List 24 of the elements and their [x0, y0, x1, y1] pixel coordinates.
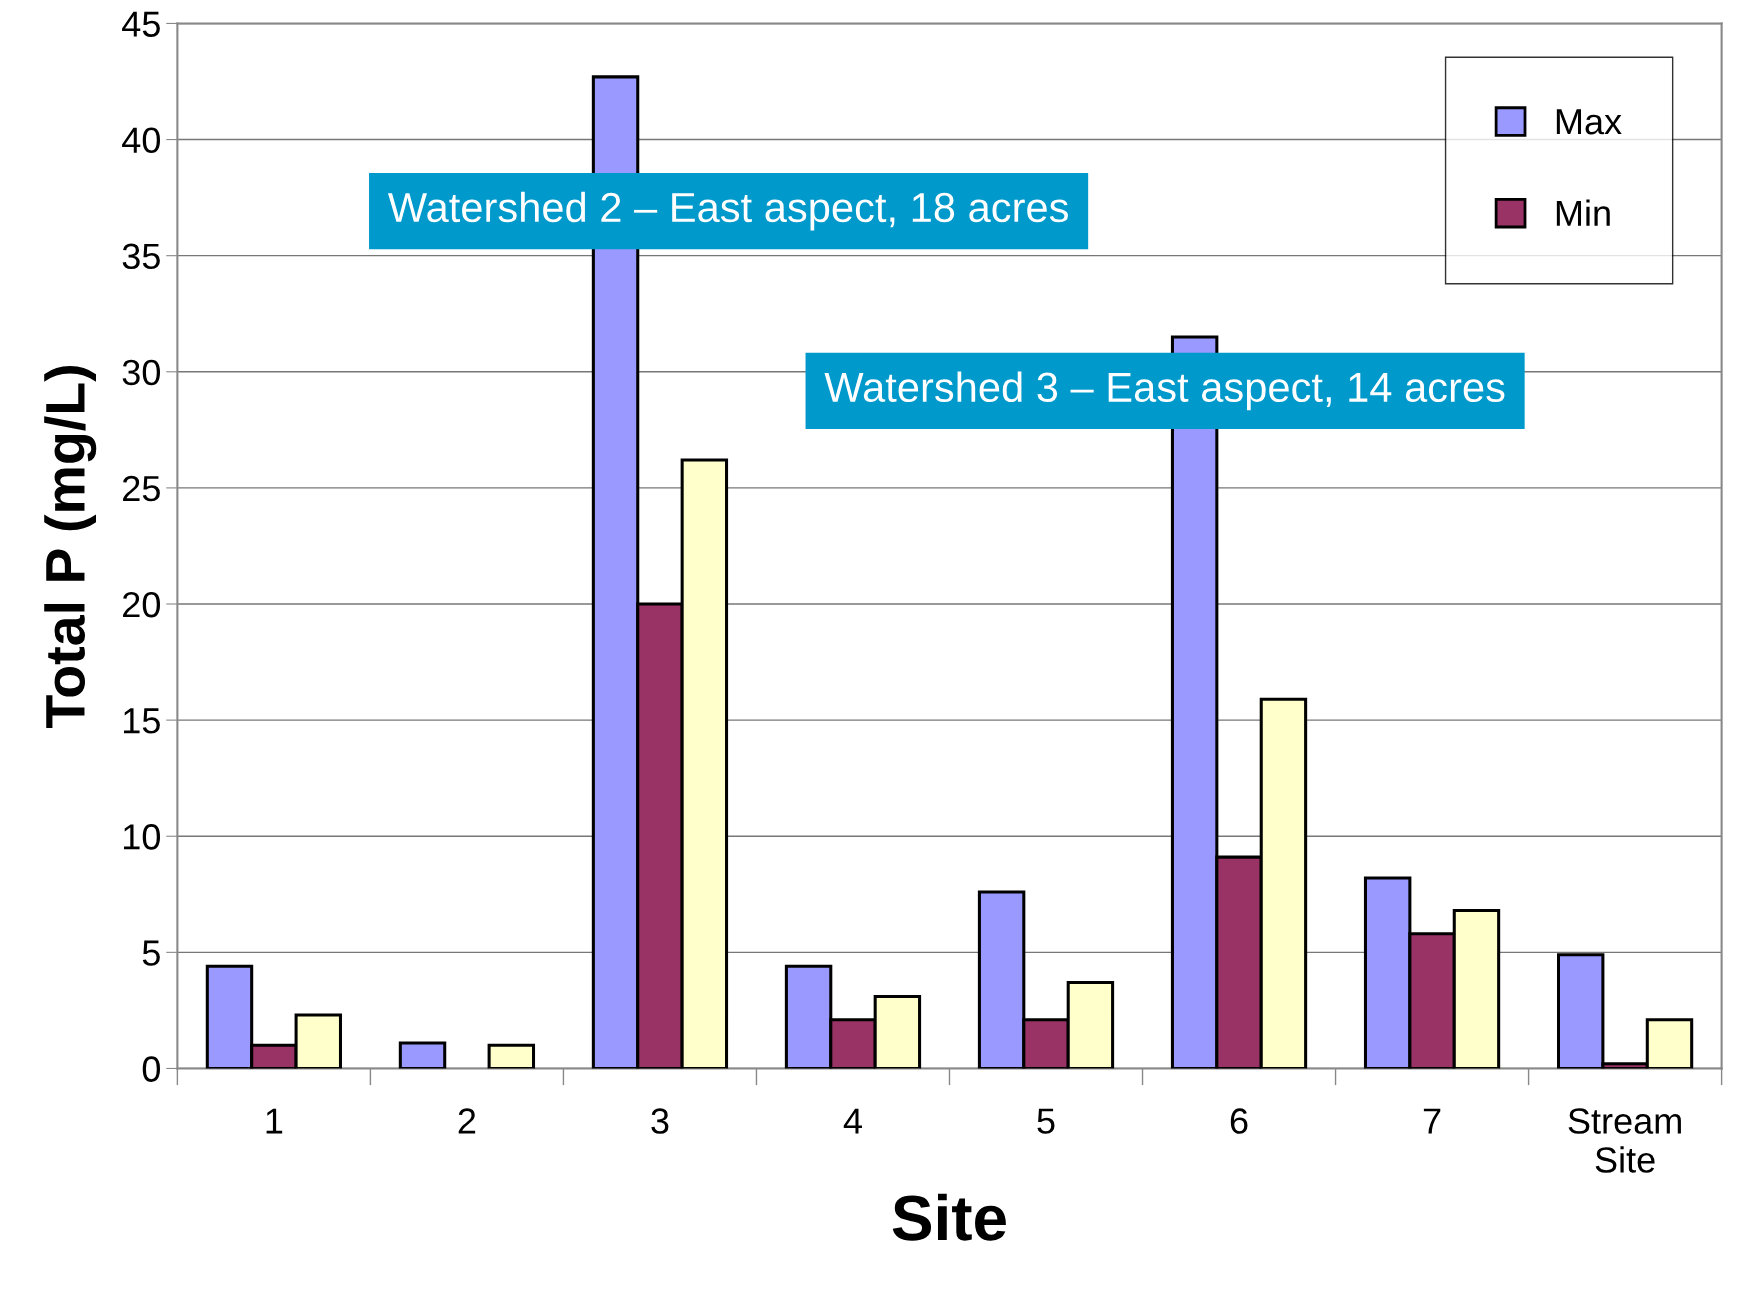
x-tick-label: 4	[843, 1108, 862, 1134]
annotation: Watershed 3 – East aspect, 14 acres	[824, 371, 1505, 411]
x-tick-label: 5	[1037, 1108, 1055, 1134]
y-tick-label: 35	[122, 243, 160, 270]
x-tick-label: 7	[1423, 1108, 1441, 1134]
x-tick-label: 6	[1230, 1108, 1248, 1134]
x-tick-label: 2	[458, 1108, 476, 1134]
y-tick-label: 10	[124, 824, 160, 850]
x-tick-label: 1	[266, 1108, 283, 1134]
x-tick-label: Stream Site	[1568, 1108, 1681, 1173]
y-tick-label: 30	[122, 359, 160, 386]
x-tick-label: 3	[651, 1108, 669, 1134]
y-tick-label: 45	[122, 11, 160, 37]
y-tick-label: 15	[124, 708, 160, 734]
y-tick-label: 0	[142, 1056, 160, 1082]
y-tick-label: 25	[123, 475, 160, 502]
legend-label: Min	[1556, 199, 1610, 226]
x-axis-title: Site	[892, 1193, 1006, 1241]
y-axis-title: Total P (mg/L)	[44, 366, 97, 728]
legend-label: Max	[1556, 109, 1622, 135]
y-tick-label: 5	[142, 940, 160, 966]
y-tick-label: 40	[122, 127, 160, 154]
annotation: Watershed 2 – East aspect, 18 acres	[387, 191, 1068, 231]
y-tick-label: 20	[123, 591, 160, 618]
